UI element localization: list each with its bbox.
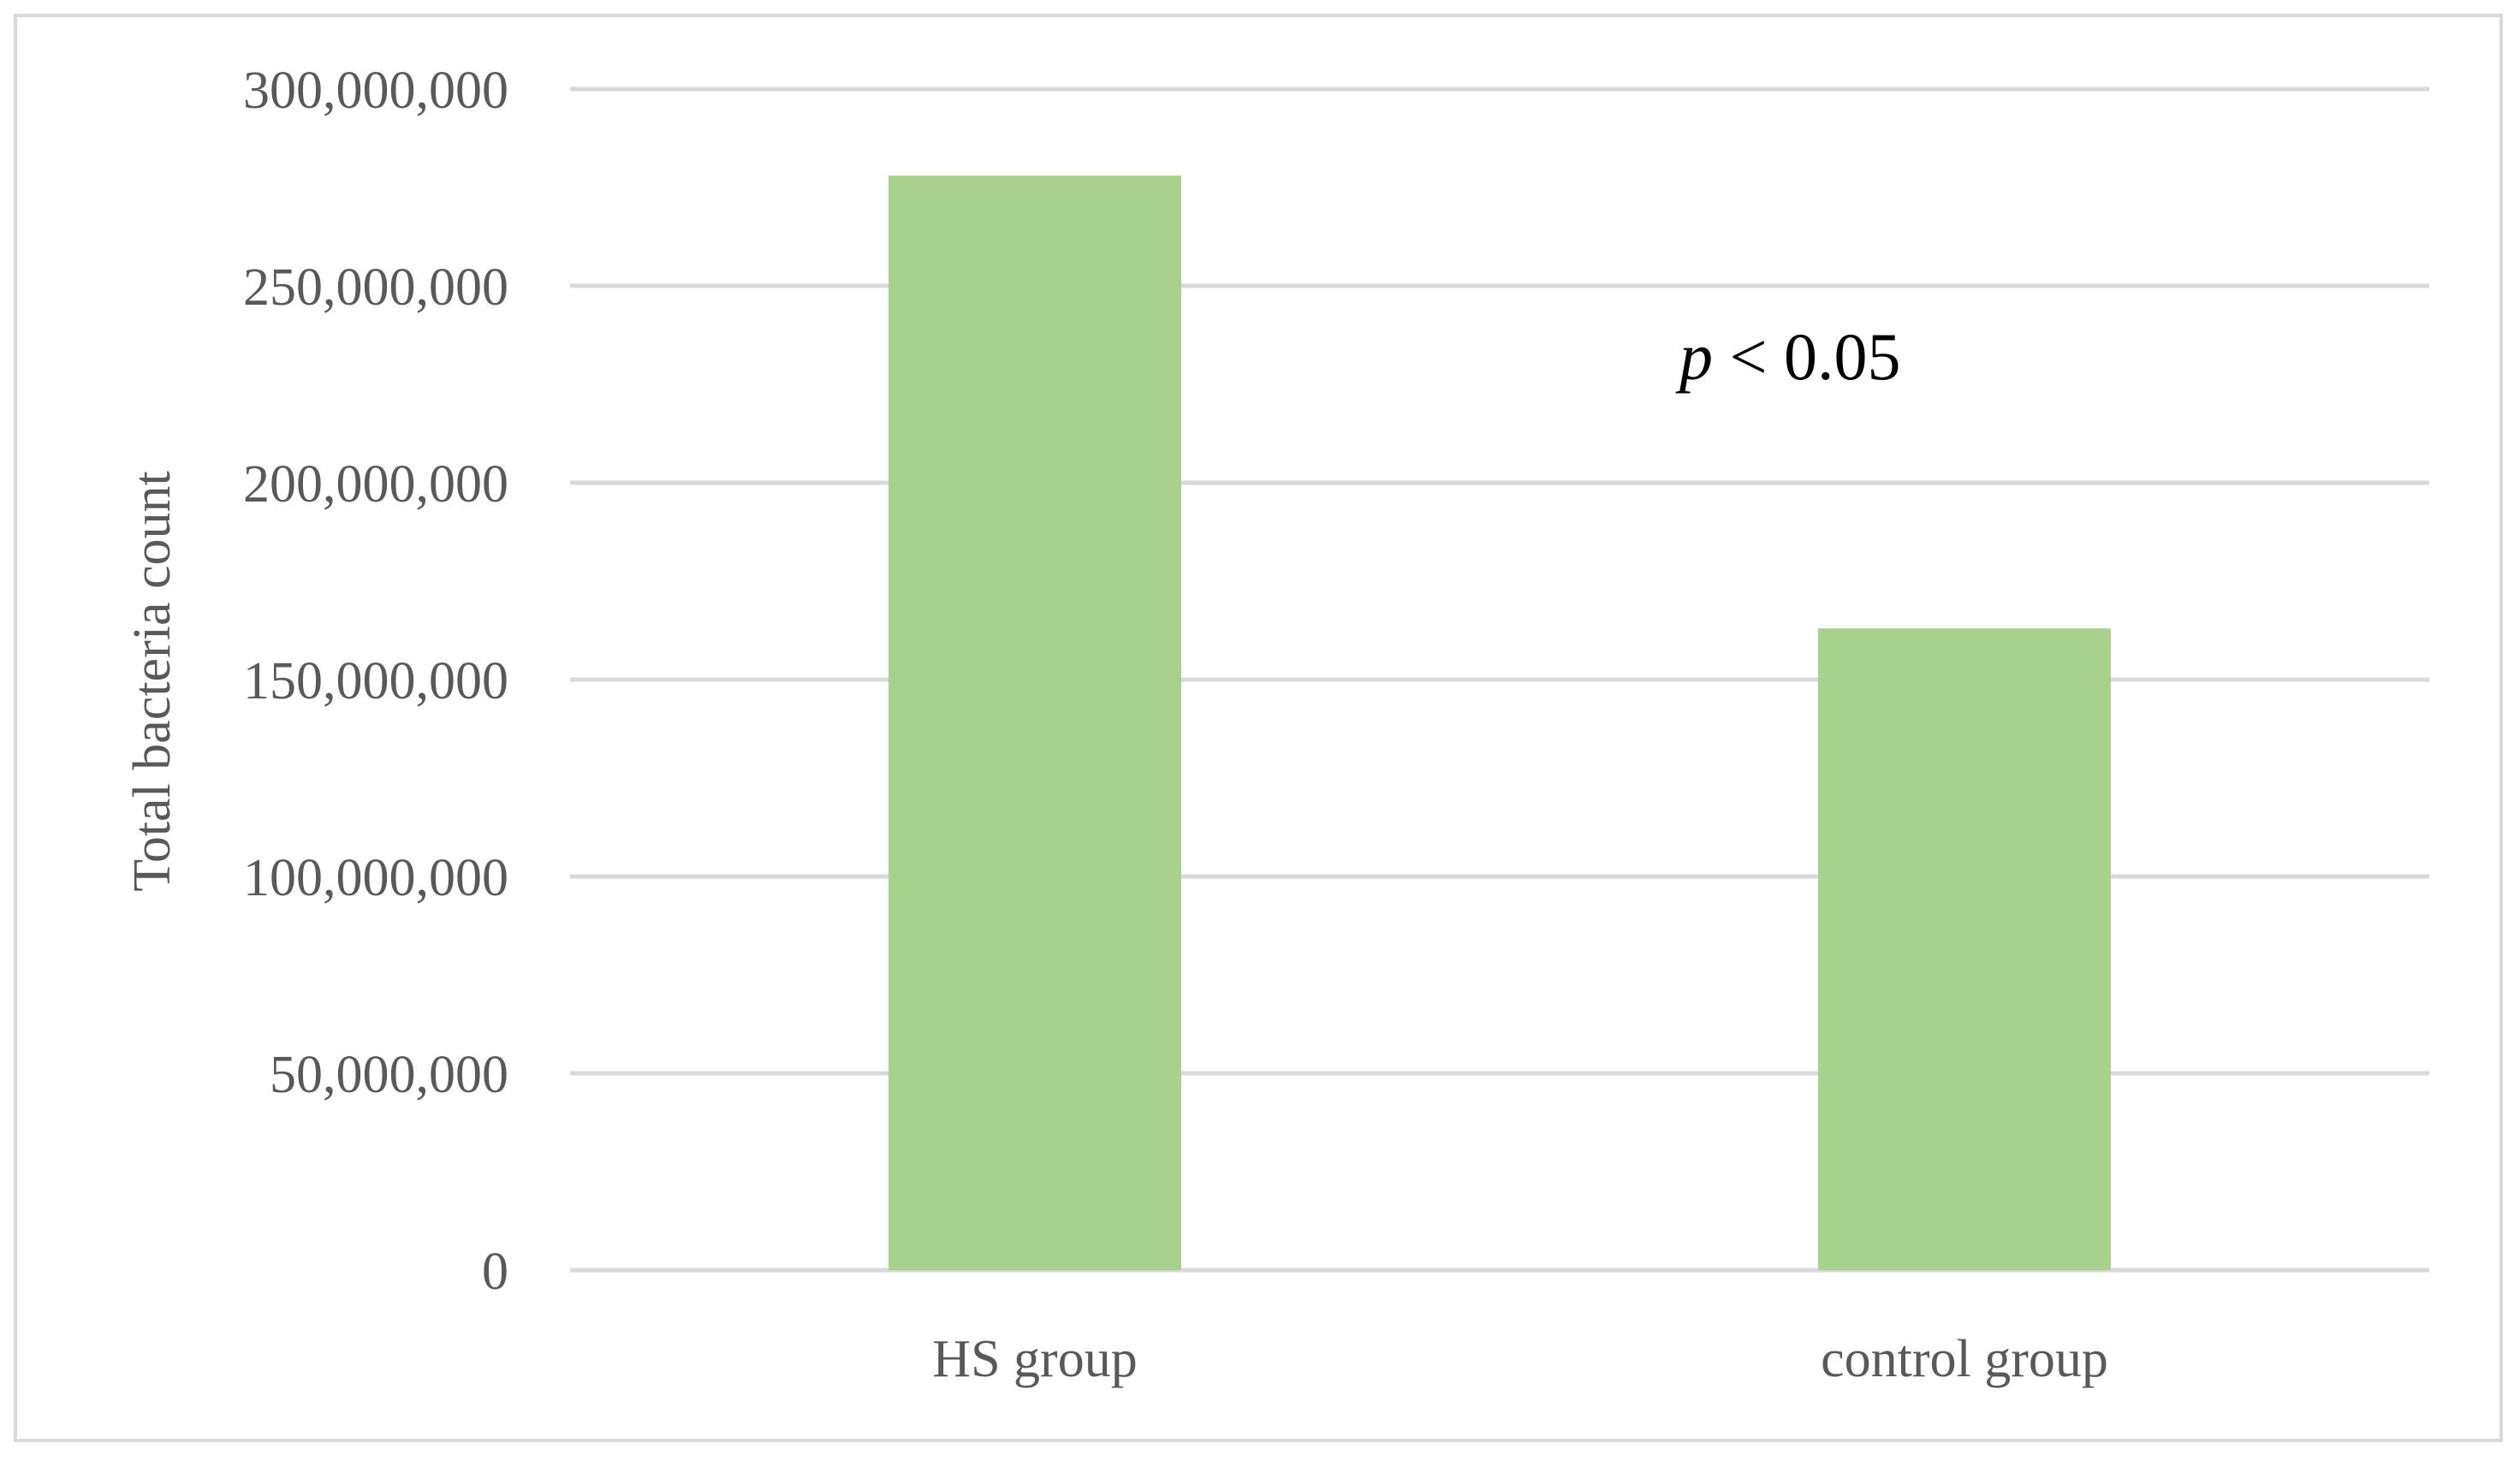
y-tick-label: 150,000,000 [243,652,508,710]
y-tick-label: 50,000,000 [270,1046,508,1104]
y-tick-label: 0 [482,1243,508,1301]
y-tick-label: 100,000,000 [243,849,508,907]
y-tick-label: 250,000,000 [243,258,508,317]
x-tick-labels: HS group control group [932,1330,2108,1388]
y-tick-label: 300,000,000 [243,62,508,120]
y-tick-labels: 0 50,000,000 100,000,000 150,000,000 200,000… [243,62,508,1301]
gridlines [570,86,2429,1273]
bar-hs-group [889,175,1181,1271]
bars [889,175,2111,1271]
p-threshold: < 0.05 [1713,319,1901,394]
bar-control-group [1818,628,2111,1270]
y-tick-label: 200,000,000 [243,455,508,514]
p-value-annotation: p < 0.05 [1675,319,1901,394]
p-symbol: p [1675,319,1713,394]
x-tick-label: HS group [932,1330,1137,1388]
x-tick-label: control group [1821,1330,2108,1388]
y-axis-label: Total bacteria count [123,471,181,891]
